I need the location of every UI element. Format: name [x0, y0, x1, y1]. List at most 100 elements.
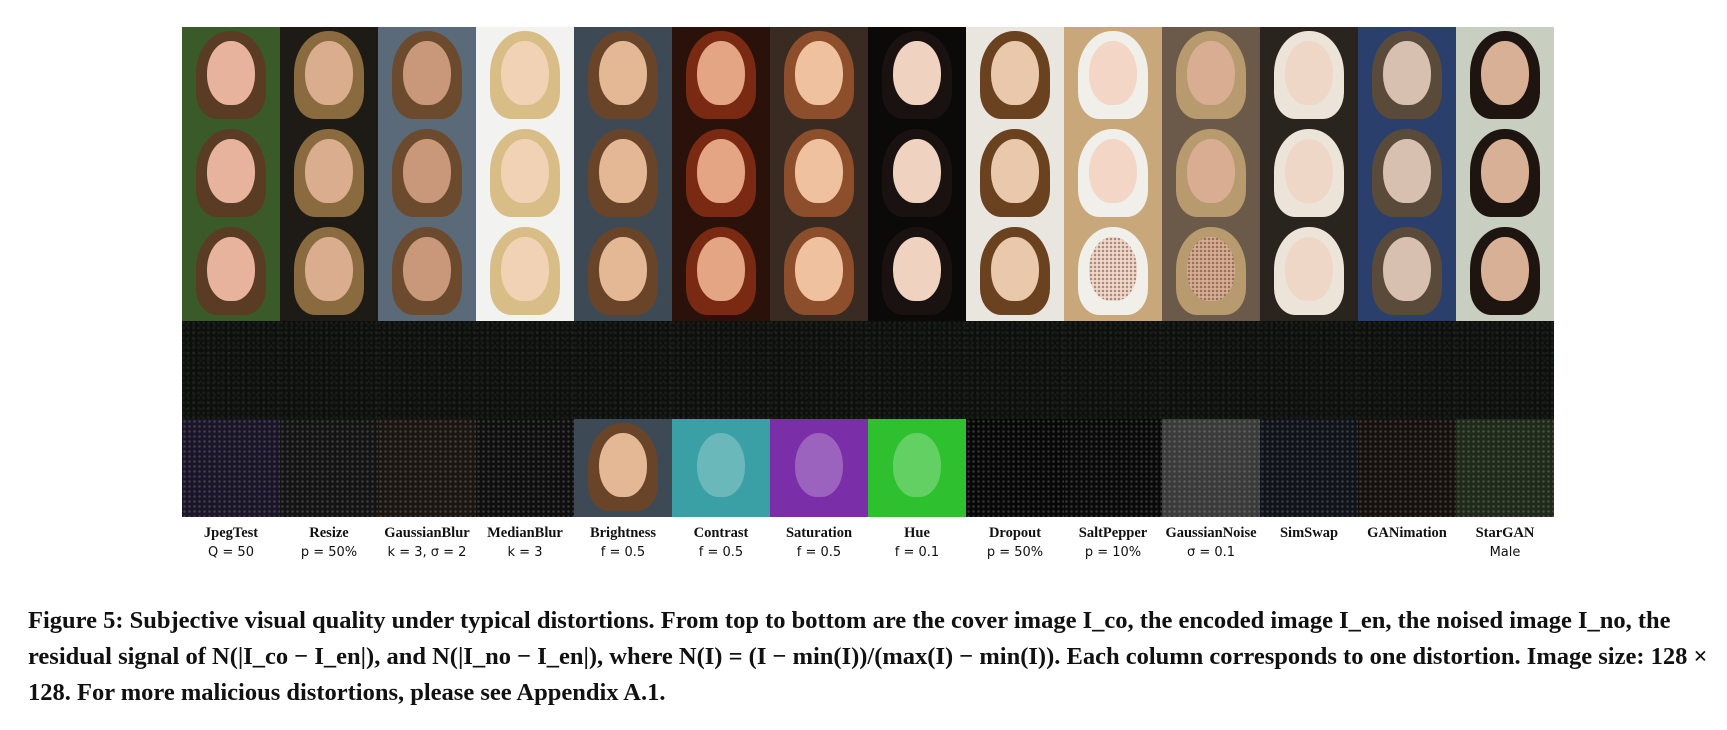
column-label: Brightness f = 0.5	[574, 523, 672, 563]
residual-image	[1358, 321, 1456, 419]
cover-image	[966, 27, 1064, 125]
noise-residual-image	[574, 419, 672, 517]
noise-residual-image	[1456, 419, 1554, 517]
noised-image	[672, 223, 770, 321]
residual-image	[1162, 321, 1260, 419]
encoded-image	[378, 125, 476, 223]
cover-image	[868, 27, 966, 125]
distortion-name: StarGAN	[1475, 525, 1535, 541]
noised-image	[966, 223, 1064, 321]
distortion-param: f = 0.5	[698, 545, 744, 560]
noised-image	[378, 223, 476, 321]
distortion-param: Male	[1489, 545, 1521, 560]
encoded-image	[574, 125, 672, 223]
cover-image	[672, 27, 770, 125]
distortion-param: f = 0.5	[600, 545, 646, 560]
residual-image	[868, 321, 966, 419]
column-labels: JpegTest Q = 50 Resize p = 50% GaussianBlur k…	[182, 523, 1554, 563]
residual-image	[476, 321, 574, 419]
distortion-name: JpegTest	[203, 525, 259, 541]
residual-image	[1260, 321, 1358, 419]
residual-image	[378, 321, 476, 419]
residual-image	[966, 321, 1064, 419]
noise-residual-image	[868, 419, 966, 517]
column-label: Hue f = 0.1	[868, 523, 966, 563]
column-label: Contrast f = 0.5	[672, 523, 770, 563]
cover-image	[280, 27, 378, 125]
column-label: Resize p = 50%	[280, 523, 378, 563]
distortion-param: Q = 50	[208, 545, 254, 560]
distortion-param: p = 50%	[986, 545, 1044, 560]
column-label: JpegTest Q = 50	[182, 523, 280, 563]
encoded-image	[1162, 125, 1260, 223]
encoded-image	[182, 125, 280, 223]
distortion-param: k = 3	[507, 545, 543, 560]
noise-residual-image	[476, 419, 574, 517]
noise-residual-image	[182, 419, 280, 517]
residual-image	[1456, 321, 1554, 419]
residual-image	[280, 321, 378, 419]
distortion-param: k = 3, σ = 2	[387, 545, 467, 560]
noise-residual-image	[1358, 419, 1456, 517]
encoded-image	[280, 125, 378, 223]
column-label: MedianBlur k = 3	[476, 523, 574, 563]
cover-image	[1456, 27, 1554, 125]
distortion-param: p = 10%	[1084, 545, 1142, 560]
distortion-param: f = 0.1	[894, 545, 940, 560]
column-label: SimSwap	[1260, 523, 1358, 563]
noised-image	[1260, 223, 1358, 321]
distortion-name: GANimation	[1367, 525, 1447, 541]
noise-residual-image	[770, 419, 868, 517]
noised-image	[574, 223, 672, 321]
cover-image	[574, 27, 672, 125]
cover-image	[476, 27, 574, 125]
noised-image	[1456, 223, 1554, 321]
noise-residual-image	[672, 419, 770, 517]
noised-image	[476, 223, 574, 321]
column-label: SaltPepper p = 10%	[1064, 523, 1162, 563]
encoded-image	[1260, 125, 1358, 223]
encoded-image	[1064, 125, 1162, 223]
residual-image	[574, 321, 672, 419]
cover-image	[182, 27, 280, 125]
encoded-image	[868, 125, 966, 223]
image-grid	[182, 27, 1554, 517]
column-label: Saturation f = 0.5	[770, 523, 868, 563]
noised-image	[868, 223, 966, 321]
column-label: Dropout p = 50%	[966, 523, 1064, 563]
residual-image	[770, 321, 868, 419]
residual-image	[672, 321, 770, 419]
noised-image	[280, 223, 378, 321]
cover-image	[1260, 27, 1358, 125]
noise-residual-image	[966, 419, 1064, 517]
cover-image	[1064, 27, 1162, 125]
distortion-name: Brightness	[589, 525, 657, 541]
encoded-image	[1456, 125, 1554, 223]
cover-image	[1162, 27, 1260, 125]
noise-residual-image	[280, 419, 378, 517]
distortion-name: Hue	[904, 525, 930, 541]
column-label: GaussianBlur k = 3, σ = 2	[378, 523, 476, 563]
noise-residual-image	[378, 419, 476, 517]
encoded-image	[770, 125, 868, 223]
cover-image	[770, 27, 868, 125]
distortion-name: Saturation	[785, 525, 853, 541]
distortion-name: MedianBlur	[487, 525, 563, 541]
noise-residual-image	[1260, 419, 1358, 517]
encoded-image	[1358, 125, 1456, 223]
distortion-param: σ = 0.1	[1186, 545, 1236, 560]
distortion-name: Contrast	[693, 525, 749, 541]
column-label: StarGAN Male	[1456, 523, 1554, 563]
encoded-image	[672, 125, 770, 223]
residual-image	[1064, 321, 1162, 419]
cover-image	[1358, 27, 1456, 125]
cover-image	[378, 27, 476, 125]
noise-residual-image	[1064, 419, 1162, 517]
distortion-param: f = 0.5	[796, 545, 842, 560]
noised-image	[1162, 223, 1260, 321]
distortion-name: Resize	[309, 525, 349, 541]
noised-image	[1064, 223, 1162, 321]
figure-caption: Figure 5: Subjective visual quality unde…	[28, 607, 1708, 706]
distortion-name: SimSwap	[1279, 525, 1339, 541]
distortion-name: GaussianNoise	[1165, 525, 1257, 541]
